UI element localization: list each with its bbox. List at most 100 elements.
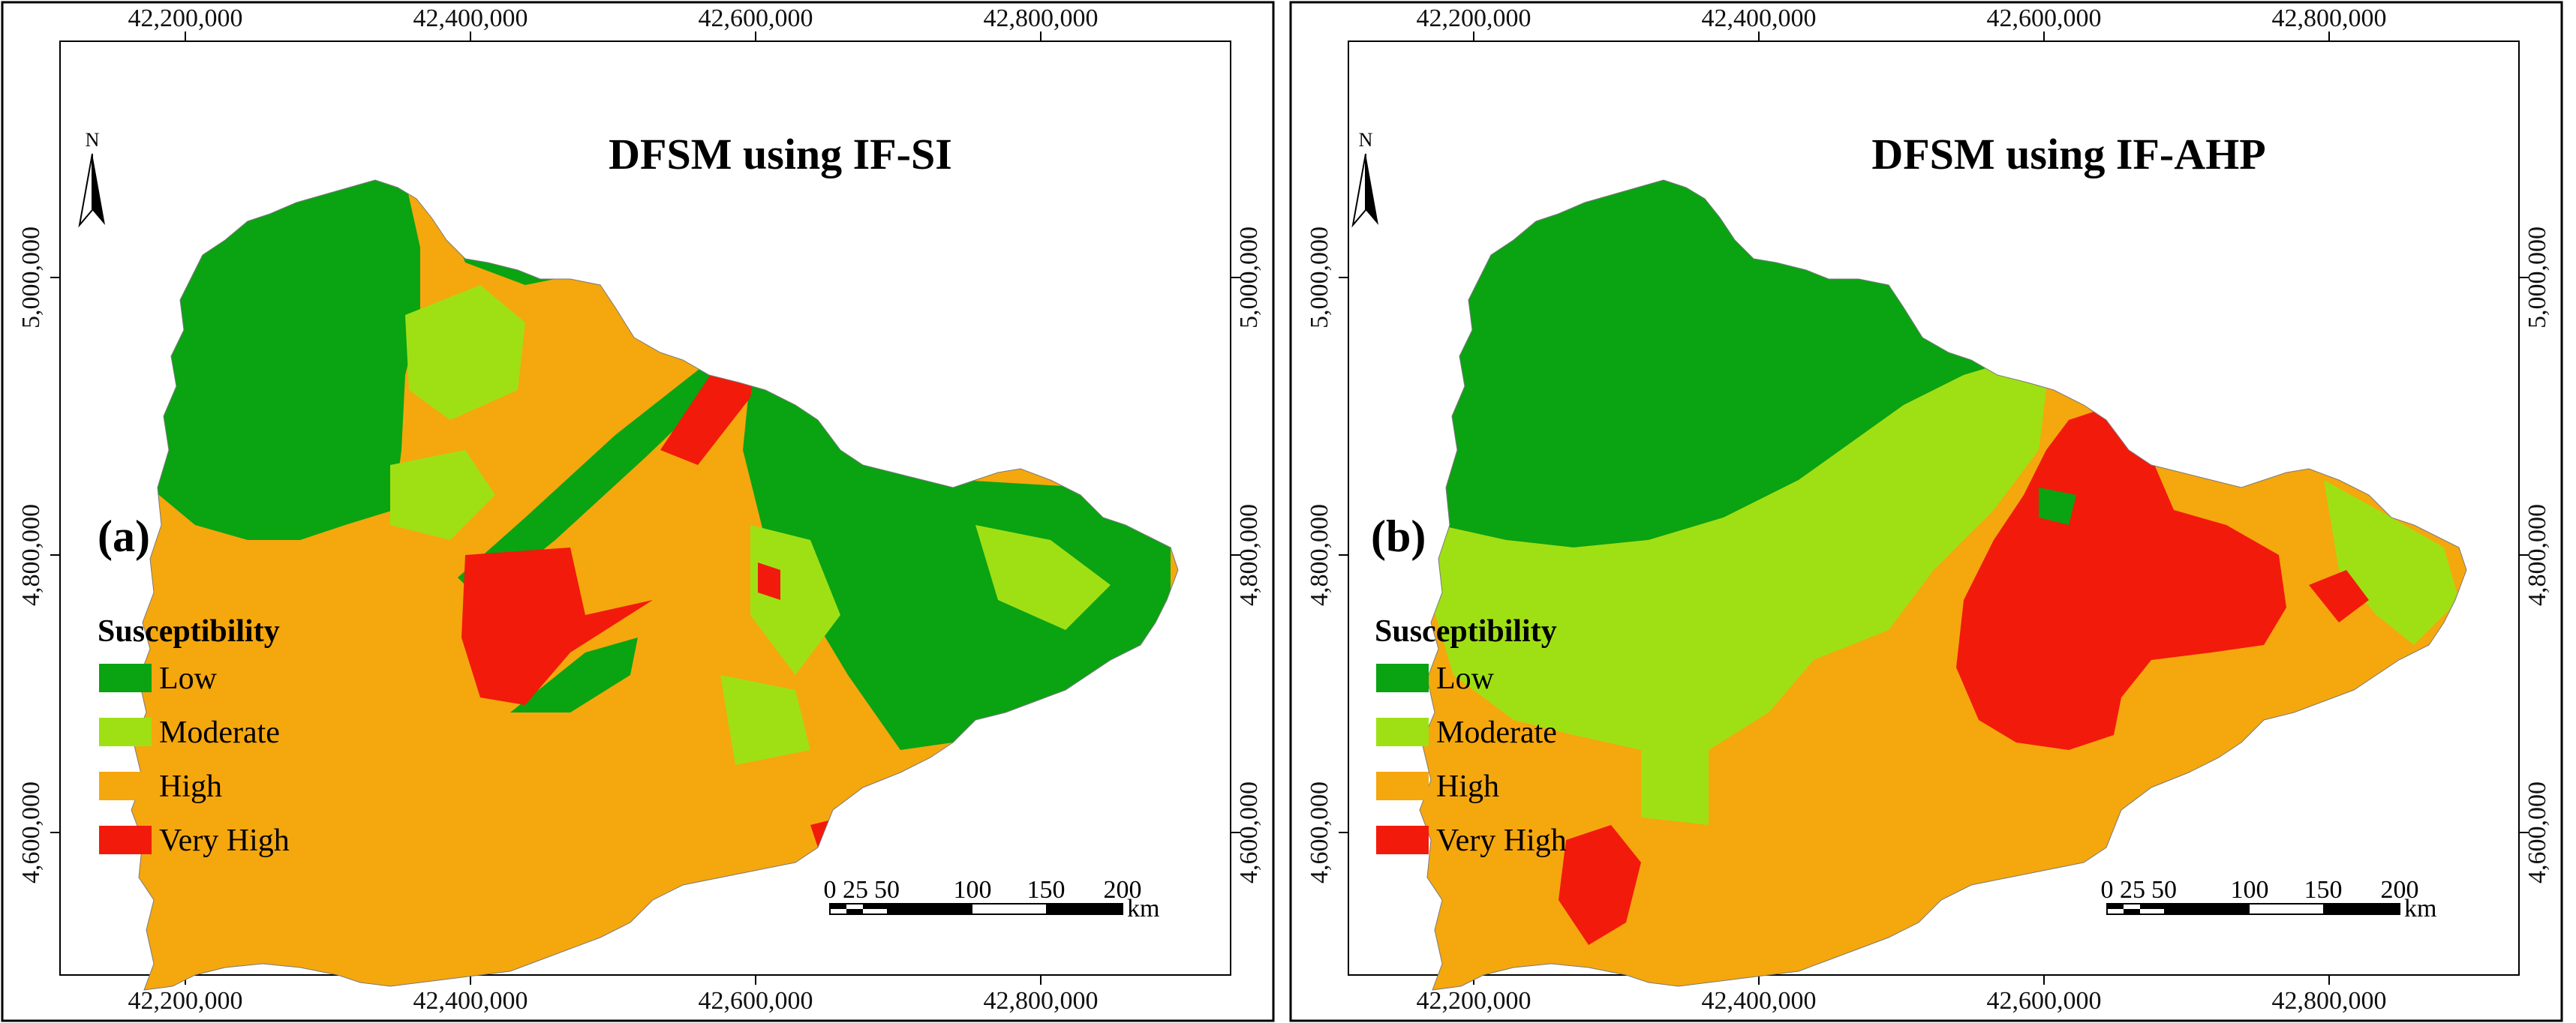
x-tick-top: 42,400,000 [1702,4,1817,32]
zone-low-inlet [2039,488,2076,525]
axis-ticks [50,32,1240,985]
scale-tick: 50 [2151,876,2177,904]
zone-low-diagonal [458,352,739,600]
y-tick-right: 4,800,000 [2523,504,2551,606]
scale-tick: 50 [874,876,900,904]
legend-label-low: Low [159,662,218,696]
map-panel-a: 42,200,000 42,400,000 42,600,000 42,800,… [0,0,1276,1023]
y-tick-left: 4,600,000 [1306,782,1333,884]
y-tick-right: 4,600,000 [1235,782,1263,884]
x-tick-top: 42,800,000 [2272,4,2387,32]
zone-moderate-east [750,525,840,675]
x-tick-bottom: 42,800,000 [2272,987,2387,1015]
legend-title: Susceptibility [1375,614,1557,649]
map-neatline [59,40,1231,976]
legend-swatch-moderate [99,718,152,746]
x-tick-top: 42,600,000 [699,4,813,32]
scale-tick: 25 [2120,876,2145,904]
legend-title: Susceptibility [98,614,280,649]
north-label: N [1359,129,1373,151]
legend-swatch-high [1376,772,1429,800]
scale-tick: 25 [843,876,868,904]
zone-moderate-east [2324,480,2459,645]
y-tick-right: 5,000,000 [1235,226,1263,328]
zone-low-south-band [510,638,638,712]
zone-low-west [131,180,420,540]
scale-tick: 0 [824,876,837,904]
x-tick-bottom: 42,400,000 [1702,987,1817,1015]
outer-border [1289,1,2563,1022]
scale-tick: 100 [2231,876,2269,904]
x-tick-top: 42,200,000 [128,4,243,32]
y-tick-right: 4,600,000 [2523,782,2551,884]
map-frame-b: 42,200,000 42,400,000 42,600,000 42,800,… [1289,1,2563,1022]
y-tick-left: 4,800,000 [17,504,45,606]
legend-swatch-low [1376,664,1429,692]
north-label: N [86,129,100,151]
zone-very-high-east-speck [2309,570,2369,622]
legend-swatch-very-high [99,826,152,854]
scale-unit: km [2404,895,2436,922]
zone-moderate-nw [180,180,248,225]
scale-tick: 150 [1027,876,1066,904]
zone-very-high-south [1559,825,1641,945]
north-arrow-icon: N [78,129,105,228]
map-title: DFSM using IF-AHP [1871,130,2265,178]
map-title: DFSM using IF-SI [609,130,952,178]
scale-tick: 150 [2304,876,2343,904]
zone-moderate-center [390,450,495,540]
scale-bar: 0 25 50 100 150 200 km [824,876,1160,922]
map-neatline [1348,40,2520,976]
legend-label-high: High [1436,770,1499,804]
zone-very-high-center [461,548,653,705]
x-tick-bottom: 42,800,000 [984,987,1099,1015]
y-tick-left: 4,800,000 [1306,504,1333,606]
map-panel-b: 42,200,000 42,400,000 42,600,000 42,800,… [1288,0,2564,1023]
x-tick-bottom: 42,400,000 [413,987,528,1015]
map-frame-a: 42,200,000 42,400,000 42,600,000 42,800,… [1,1,1275,1022]
legend-swatch-very-high [1376,826,1429,854]
legend-label-high: High [159,770,222,804]
scale-tick: 100 [954,876,992,904]
y-tick-left: 5,000,000 [1306,226,1333,328]
legend-swatch-low [99,664,152,692]
legend-label-moderate: Moderate [1436,716,1557,750]
legend-label-low: Low [1436,662,1495,696]
region-outline [1419,179,2467,991]
zone-very-high-speck [758,562,780,600]
scale-tick: 200 [1104,876,1142,904]
y-tick-right: 4,800,000 [1235,504,1263,606]
zone-moderate-belt [1431,352,2046,750]
scale-bar: 0 25 50 100 150 200 km [2101,876,2437,922]
zone-moderate-south [1641,750,1709,825]
scale-tick: 0 [2101,876,2114,904]
panel-label: (a) [98,512,150,561]
axis-ticks [1339,32,2529,985]
susceptibility-map-b [1420,180,2466,990]
legend: Susceptibility Low Moderate High Very Hi… [1375,614,1567,858]
region-outline [131,179,1179,991]
legend-swatch-moderate [1376,718,1429,746]
x-tick-bottom: 42,200,000 [1417,987,1531,1015]
zone-moderate-southeast [720,675,810,765]
y-tick-left: 5,000,000 [17,226,45,328]
zone-moderate-far-east [975,525,1111,630]
x-tick-top: 42,400,000 [413,4,528,32]
x-tick-top: 42,600,000 [1987,4,2102,32]
legend-label-moderate: Moderate [159,716,280,750]
north-arrow-icon: N [1351,129,1378,228]
zone-very-high-nw [143,112,188,172]
legend-swatch-high [99,772,152,800]
x-tick-bottom: 42,200,000 [128,987,243,1015]
x-tick-bottom: 42,600,000 [699,987,813,1015]
x-tick-bottom: 42,600,000 [1987,987,2102,1015]
zone-low-east [743,375,1171,750]
legend: Susceptibility Low Moderate High Very Hi… [98,614,290,858]
outer-border [1,1,1275,1022]
legend-label-very-high: Very High [1436,824,1567,858]
zone-very-high-core [1956,398,2286,750]
panel-label: (b) [1371,512,1426,561]
susceptibility-map-a [131,112,1178,990]
y-tick-right: 5,000,000 [2523,226,2551,328]
scale-tick: 200 [2381,876,2419,904]
